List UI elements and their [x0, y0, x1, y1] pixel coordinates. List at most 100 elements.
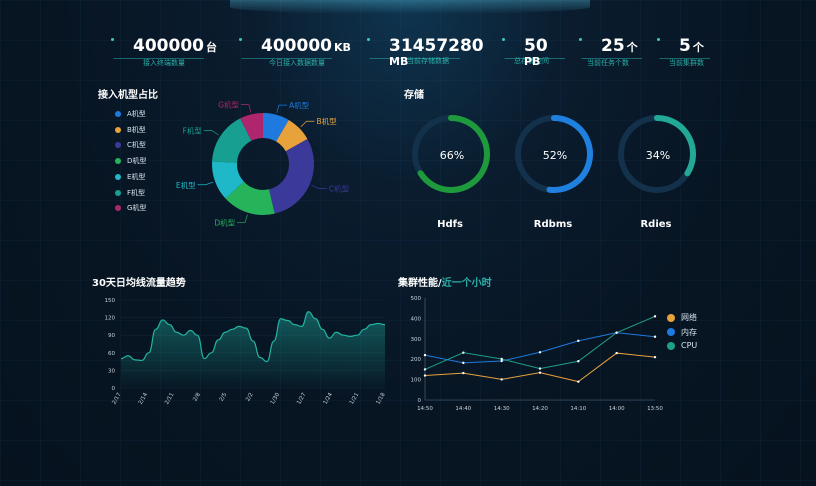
legend-label: A机型	[127, 110, 146, 118]
series-point	[462, 361, 465, 365]
donut-slice-label: A机型	[289, 100, 310, 110]
gauge-percent-rdbms: 52%	[542, 149, 568, 162]
legend-label: G机型	[127, 204, 147, 213]
cluster-title: 集群性能/近一个小时	[398, 274, 492, 289]
donut-slice[interactable]	[212, 118, 252, 163]
legend-label: B机型	[127, 125, 146, 134]
stat-total-space: 50 总存储空间 PB	[502, 36, 565, 70]
donut-slice[interactable]	[276, 119, 308, 152]
stat-marker	[367, 38, 370, 41]
legend-label: C机型	[127, 141, 146, 150]
cluster-line-chart: 0 100 200 300 400 500 14:50 14:40 14:30 14:20 14:1…	[411, 296, 664, 412]
series-line	[424, 352, 656, 383]
storage-title: 存储	[404, 90, 424, 101]
legend-item[interactable]: A机型	[115, 109, 146, 119]
legend-item[interactable]: 网络	[667, 312, 697, 323]
stat-underline	[659, 40, 710, 59]
stat-marker	[657, 38, 660, 41]
donut-slice[interactable]	[263, 113, 289, 142]
legend-swatch	[115, 142, 121, 149]
legend-label: D机型	[127, 157, 147, 166]
x-tick-label: 2/2	[245, 392, 255, 403]
series-point	[653, 315, 657, 318]
donut-slice-label: F机型	[183, 126, 203, 136]
gauge-arc	[546, 115, 593, 193]
donut-leader-line	[203, 130, 219, 136]
x-tick-label: 14:50	[417, 406, 433, 412]
legend-item[interactable]: CPU	[667, 341, 697, 350]
y-tick-label: 120	[105, 316, 116, 322]
legend-label: 内存	[681, 327, 697, 337]
stat-label: 当前存储数据	[407, 57, 449, 65]
x-tick-label: 1/21	[349, 392, 360, 406]
stat-label: 接入终端数量	[143, 59, 185, 67]
y-tick-label: 150	[105, 298, 116, 304]
stat-marker	[579, 38, 582, 41]
gauge-percent-rdies: 34%	[645, 149, 671, 162]
y-tick-label: 90	[108, 333, 115, 339]
donut-leader-line	[237, 214, 248, 223]
stat-label: 今日接入数据数量	[269, 59, 325, 67]
x-tick-label: 14:30	[494, 406, 510, 412]
y-tick-label: 100	[411, 378, 422, 384]
donut-slice[interactable]	[268, 138, 314, 214]
stat-unit: 个	[692, 41, 704, 54]
legend-item[interactable]: G机型	[115, 203, 146, 213]
donut-slice-label: G机型	[218, 100, 239, 110]
stat-underline	[581, 40, 642, 59]
stat-underline	[504, 40, 565, 59]
legend-item[interactable]: D机型	[115, 156, 146, 166]
stat-underline	[113, 40, 204, 59]
donut-leader-line	[300, 120, 315, 128]
donut-slice-label: B机型	[316, 116, 337, 126]
donut-slice[interactable]	[240, 113, 263, 141]
stat-unit: 个	[626, 41, 638, 54]
traffic-area-chart: 0 30 60 90 120 150 2/17 2/14 2/11 2/8 2/5 2/2 1/30 1/…	[105, 298, 387, 406]
stat-value: 400000	[133, 36, 204, 56]
series-point	[538, 351, 542, 354]
donut-slice-label: D机型	[214, 217, 235, 227]
legend-label: F机型	[127, 188, 146, 197]
x-tick-label: 1/24	[323, 392, 335, 406]
series-point	[615, 351, 618, 355]
legend-swatch	[115, 189, 121, 196]
donut-leader-line	[276, 104, 287, 113]
legend-swatch	[115, 126, 121, 133]
stat-tasks: 25 个 当前任务个数	[579, 36, 642, 70]
legend-item[interactable]: E机型	[115, 172, 145, 182]
legend-swatch	[115, 173, 121, 180]
stat-unit: MB	[389, 55, 409, 68]
donut-slice-label: E机型	[176, 180, 196, 190]
x-tick-label: 13:50	[647, 406, 663, 412]
x-tick-label: 14:10	[570, 406, 586, 412]
series-point	[423, 374, 427, 377]
stat-terminals: 400000 台 接入终端数量	[111, 36, 217, 70]
gauge-label-rdbms: Rdbms	[533, 219, 573, 230]
y-tick-label: 500	[411, 296, 422, 302]
series-point	[577, 339, 580, 343]
legend-swatch	[115, 111, 121, 117]
traffic-title: 30天日均线流量趋势	[92, 278, 186, 289]
device-share-title: 接入机型占比	[98, 90, 158, 101]
x-tick-label: 1/27	[296, 392, 308, 406]
legend-item[interactable]: F机型	[115, 188, 145, 198]
legend-swatch	[667, 313, 675, 322]
gauge-percent-hdfs: 66%	[439, 149, 465, 162]
stat-unit: KB	[333, 41, 351, 54]
stat-value: 31457280	[389, 36, 484, 56]
donut-slice[interactable]	[212, 161, 244, 199]
series-point	[462, 371, 465, 375]
x-tick-label: 2/8	[192, 392, 202, 403]
stat-marker	[502, 38, 505, 41]
donut-slice[interactable]	[225, 181, 275, 215]
donut-leader-line	[311, 184, 327, 189]
device-share-donut: A机型 B机型 C机型 D机型 E机型 F机型 G机型	[176, 100, 350, 227]
series-line	[424, 315, 656, 370]
legend-item[interactable]: 内存	[667, 327, 697, 338]
series-point	[538, 371, 542, 374]
traffic-line	[120, 311, 386, 363]
gauge-label-hdfs: Hdfs	[437, 219, 463, 230]
legend-item[interactable]: C机型	[115, 140, 146, 150]
legend-item[interactable]: B机型	[115, 125, 146, 135]
